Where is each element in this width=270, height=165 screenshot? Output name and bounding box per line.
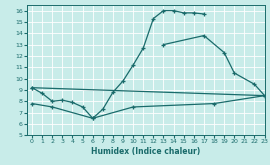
X-axis label: Humidex (Indice chaleur): Humidex (Indice chaleur) xyxy=(91,147,200,156)
